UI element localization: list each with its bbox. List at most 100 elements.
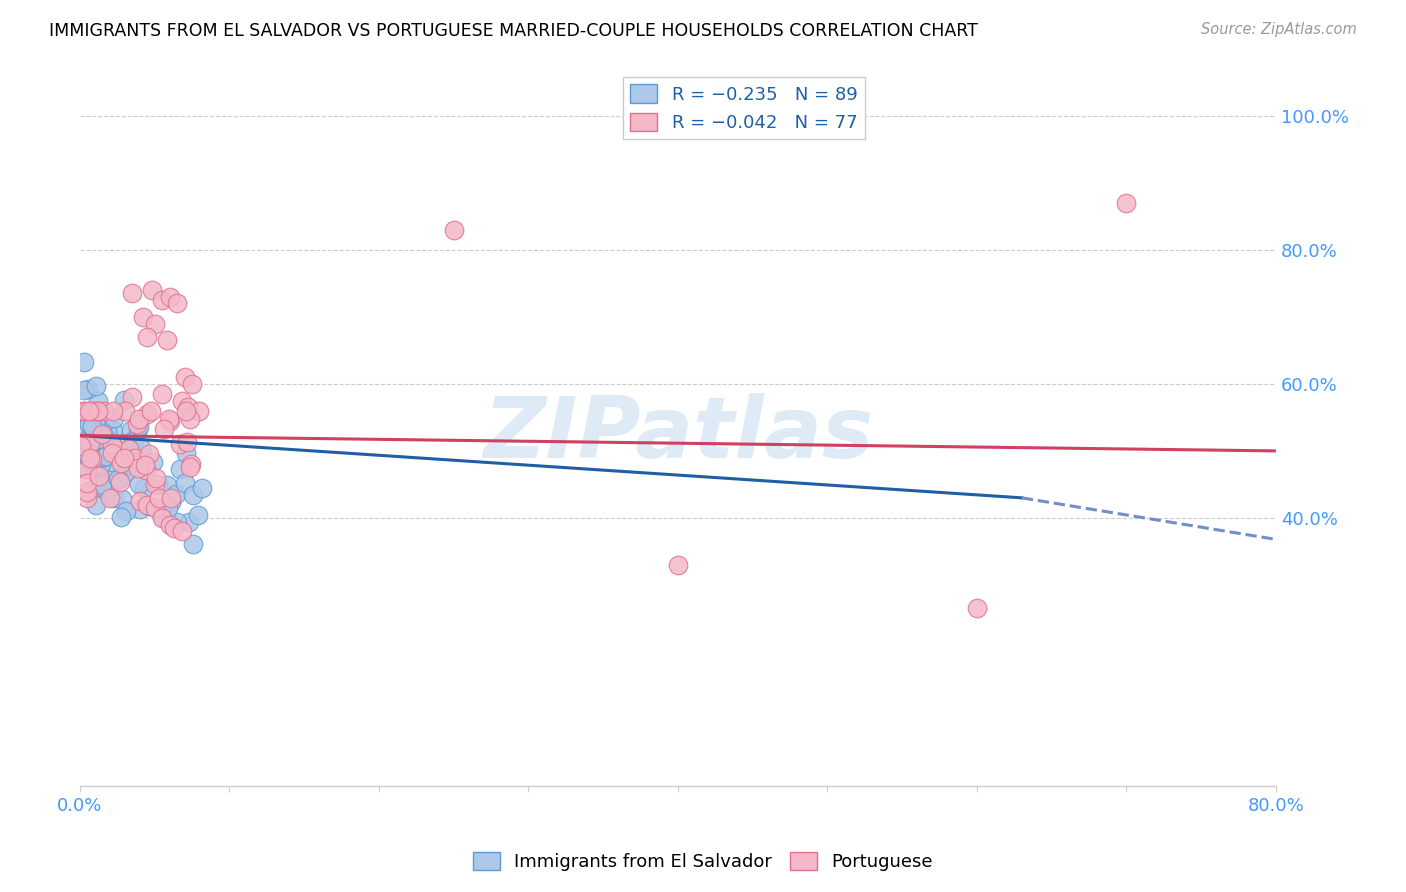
Point — [86, 457, 108, 471]
Point — [115, 465, 138, 479]
Point — [84, 415, 107, 429]
Point — [136, 330, 159, 344]
Point — [115, 504, 138, 518]
Text: ZIPatlas: ZIPatlas — [482, 392, 873, 475]
Point — [89, 468, 111, 483]
Point — [84, 437, 107, 451]
Point — [103, 461, 125, 475]
Point — [122, 433, 145, 447]
Point — [107, 472, 129, 486]
Point — [94, 449, 117, 463]
Point — [134, 482, 156, 496]
Point — [111, 438, 134, 452]
Point — [159, 491, 181, 505]
Point — [83, 403, 105, 417]
Point — [82, 429, 104, 443]
Point — [170, 393, 193, 408]
Point — [77, 382, 100, 396]
Point — [127, 461, 149, 475]
Point — [112, 461, 135, 475]
Point — [76, 462, 98, 476]
Point — [128, 412, 150, 426]
Point — [138, 447, 160, 461]
Point — [159, 517, 181, 532]
Point — [94, 413, 117, 427]
Point — [100, 473, 122, 487]
Point — [150, 387, 173, 401]
Point — [153, 422, 176, 436]
Point — [79, 435, 101, 450]
Point — [89, 450, 111, 465]
Point — [181, 537, 204, 551]
Point — [181, 376, 204, 391]
Point — [93, 403, 115, 417]
Point — [76, 422, 98, 436]
Point — [183, 488, 205, 502]
Point — [166, 296, 188, 310]
Point — [101, 403, 124, 417]
Point — [80, 429, 103, 443]
Point — [173, 476, 195, 491]
Point — [156, 501, 179, 516]
Point — [121, 390, 143, 404]
Point — [87, 403, 110, 417]
Point — [124, 450, 146, 465]
Legend: R = −0.235   N = 89, R = −0.042   N = 77: R = −0.235 N = 89, R = −0.042 N = 77 — [623, 77, 865, 139]
Point — [110, 510, 132, 524]
Point — [180, 457, 202, 471]
Point — [112, 451, 135, 466]
Text: Source: ZipAtlas.com: Source: ZipAtlas.com — [1201, 22, 1357, 37]
Point — [150, 293, 173, 307]
Point — [173, 370, 195, 384]
Point — [76, 434, 98, 449]
Point — [84, 379, 107, 393]
Point — [142, 455, 165, 469]
Point — [83, 438, 105, 452]
Point — [77, 417, 100, 431]
Point — [135, 462, 157, 476]
Point — [110, 456, 132, 470]
Point — [166, 515, 188, 529]
Point — [107, 442, 129, 457]
Point — [93, 428, 115, 442]
Point — [141, 404, 163, 418]
Point — [179, 411, 201, 425]
Point — [128, 418, 150, 433]
Point — [77, 403, 100, 417]
Point — [101, 446, 124, 460]
Point — [136, 498, 159, 512]
Point — [94, 483, 117, 498]
Point — [98, 491, 121, 505]
Point — [72, 383, 94, 397]
Point — [90, 475, 112, 490]
Point — [76, 491, 98, 505]
Point — [112, 392, 135, 407]
Point — [80, 451, 103, 466]
Point — [77, 410, 100, 425]
Point — [90, 457, 112, 471]
Legend: Immigrants from El Salvador, Portuguese: Immigrants from El Salvador, Portuguese — [465, 845, 941, 879]
Point — [96, 438, 118, 452]
Point — [1115, 195, 1137, 210]
Point — [75, 451, 97, 466]
Point — [146, 478, 169, 492]
Point — [76, 406, 98, 420]
Point — [82, 448, 104, 462]
Point — [73, 403, 96, 417]
Point — [73, 460, 96, 475]
Point — [91, 450, 114, 464]
Point — [77, 432, 100, 446]
Point — [76, 413, 98, 427]
Point — [112, 450, 135, 465]
Point — [87, 448, 110, 462]
Point — [103, 410, 125, 425]
Point — [177, 515, 200, 529]
Point — [138, 499, 160, 513]
Point — [72, 354, 94, 368]
Point — [80, 483, 103, 498]
Point — [125, 417, 148, 431]
Point — [90, 430, 112, 444]
Point — [80, 444, 103, 458]
Point — [79, 450, 101, 465]
Point — [169, 436, 191, 450]
